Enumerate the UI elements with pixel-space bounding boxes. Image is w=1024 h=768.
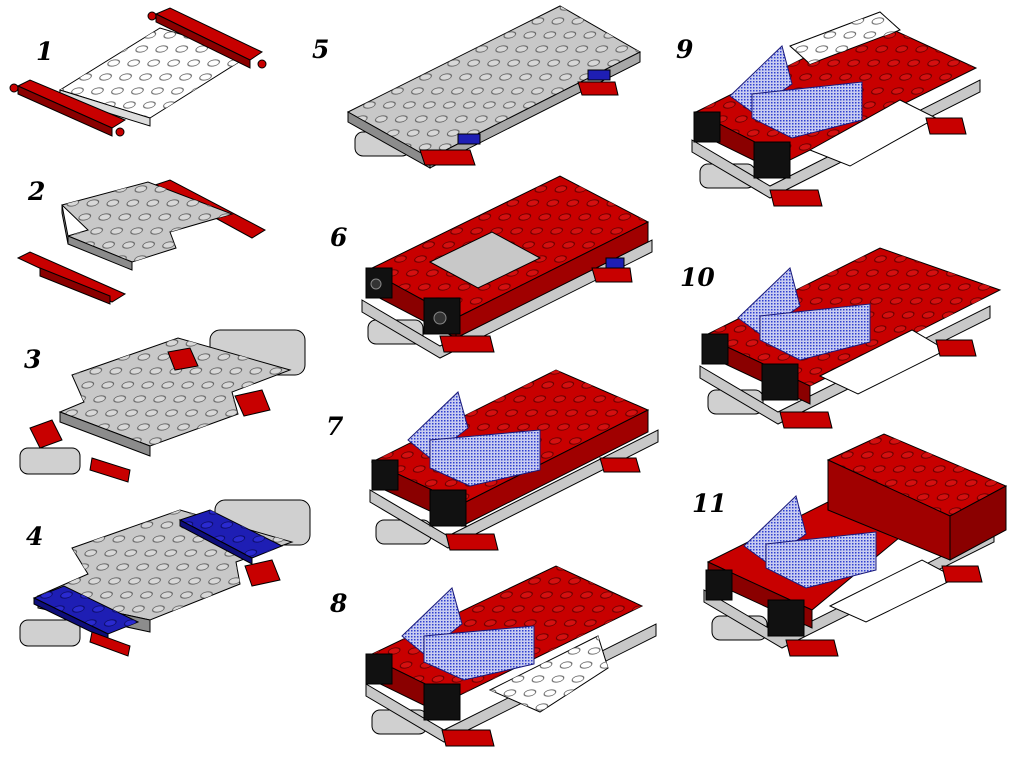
gray-base-plate [691, 79, 981, 199]
black-light-brick [423, 683, 461, 721]
red-axle-plate [29, 419, 63, 449]
gray-plate-cross [61, 181, 234, 271]
blue-windscreen-seat [729, 45, 863, 139]
step-4: 4 [19, 499, 311, 657]
step-9: 9 [676, 11, 981, 207]
step-number: 3 [24, 345, 41, 374]
red-axle-plate [441, 729, 495, 747]
gray-wheels [19, 619, 81, 647]
blue-windscreen-seat [743, 495, 877, 589]
red-axle-plate [89, 457, 131, 483]
step-8: 8 [329, 565, 657, 747]
red-axle-plate [244, 559, 281, 587]
gray-base-plate [699, 305, 991, 425]
step-2: 2 [16, 177, 267, 305]
red-axle-plate-front [9, 79, 127, 137]
black-light-brick [365, 267, 393, 299]
step-number: 9 [676, 35, 693, 64]
step-10: 10 [680, 247, 1002, 429]
blue-windscreen-seat [407, 391, 541, 487]
red-axle-plate [419, 149, 476, 166]
red-axle-plate [779, 411, 833, 429]
step-number: 5 [312, 35, 329, 64]
step-number: 10 [680, 263, 715, 292]
red-axle-plate [591, 267, 633, 283]
white-plate [58, 27, 252, 127]
red-axle-plate [445, 533, 499, 551]
red-axle-plate [577, 81, 619, 96]
blue-plate [587, 69, 611, 81]
step-number: 1 [36, 37, 53, 66]
step-number: 2 [27, 177, 45, 206]
step-number: 11 [692, 489, 727, 518]
step-number: 4 [26, 522, 43, 551]
red-axle-plate [925, 117, 967, 135]
red-axle-plate [599, 457, 641, 473]
black-light-brick [761, 363, 799, 401]
red-axle-plate [167, 347, 199, 371]
red-axle-plate [234, 389, 271, 417]
red-brick-stack [826, 433, 1008, 561]
blue-plate [605, 257, 625, 269]
gray-base-plate [361, 239, 653, 359]
red-axle-plate [769, 189, 823, 207]
red-axle-plate [941, 565, 983, 583]
black-light-brick [767, 599, 805, 637]
step-number: 6 [330, 223, 347, 252]
red-axle-plate [785, 639, 839, 657]
red-axle-plate [89, 631, 131, 657]
red-axle-plate [39, 267, 111, 305]
black-light-brick [705, 569, 733, 601]
step-7: 7 [326, 369, 659, 551]
step-1: 1 [9, 7, 267, 137]
step-5: 5 [312, 5, 642, 169]
blue-windscreen-seat [401, 587, 535, 681]
step-11: 11 [692, 433, 1008, 657]
step-number: 8 [329, 589, 347, 618]
black-light-brick [753, 141, 791, 179]
black-light-brick [371, 459, 399, 491]
black-light-brick [429, 489, 467, 527]
step-number: 7 [326, 412, 344, 441]
blue-plate [178, 509, 284, 565]
red-axle-plate-back [147, 7, 267, 69]
red-axle-plate [935, 339, 977, 357]
gray-plate-cross [58, 337, 292, 457]
blue-windscreen-seat [737, 267, 871, 361]
step-3: 3 [19, 329, 306, 483]
blue-plate [32, 585, 140, 641]
gray-base-plate [346, 5, 642, 169]
black-light-brick [693, 111, 721, 143]
blue-plate [457, 133, 481, 145]
step-6: 6 [330, 175, 653, 359]
black-light-brick [423, 297, 461, 335]
black-light-brick [701, 333, 729, 365]
black-light-brick [365, 653, 393, 685]
red-axle-plate [439, 335, 495, 353]
white-slope [488, 635, 609, 713]
